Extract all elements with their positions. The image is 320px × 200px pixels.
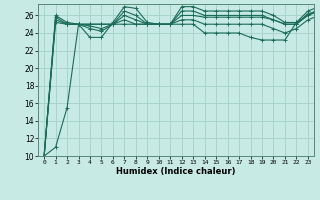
X-axis label: Humidex (Indice chaleur): Humidex (Indice chaleur)	[116, 167, 236, 176]
